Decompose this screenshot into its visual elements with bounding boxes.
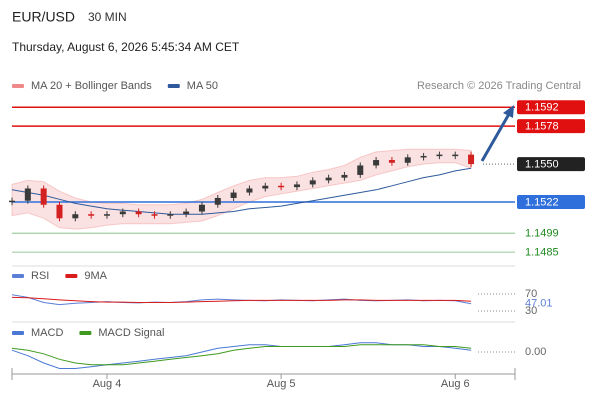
forecast-arrow [480, 113, 511, 162]
legend-label: MACD Signal [98, 327, 164, 339]
indicator-line [11, 296, 472, 303]
candle [468, 154, 475, 165]
candle [341, 174, 348, 178]
x-tick-label: Aug 4 [93, 378, 122, 390]
legend-label: MA 20 + Bollinger Bands [31, 80, 152, 92]
candle [325, 177, 332, 181]
level-label: 1.1592 [525, 102, 559, 114]
candle [452, 154, 459, 157]
symbol: EUR/USD [12, 9, 75, 25]
legend-swatch [12, 331, 24, 335]
candle [151, 214, 158, 216]
legend-label: MA 50 [187, 80, 218, 92]
candle [103, 214, 110, 216]
level-label: 1.1485 [525, 247, 559, 259]
candle [436, 154, 443, 157]
level-label: 1.1578 [525, 121, 559, 133]
candle [309, 180, 316, 185]
candle [420, 155, 427, 158]
legend-swatch [12, 274, 24, 278]
candle [293, 184, 300, 188]
x-tick-label: Aug 5 [267, 378, 296, 390]
y-tick-label: 0.00 [525, 346, 546, 358]
candle [56, 204, 63, 219]
candle [230, 192, 237, 198]
legend-swatch [167, 84, 180, 88]
level-box [517, 195, 585, 210]
candle [119, 211, 126, 215]
candle [246, 188, 253, 193]
candle [278, 185, 285, 188]
candle [373, 160, 380, 166]
level-label: 1.1550 [525, 159, 559, 171]
candle [88, 214, 95, 216]
source: Research © 2026 Trading Central [417, 80, 581, 92]
current-value-label: 47.01 [525, 298, 553, 310]
level-box [517, 157, 585, 172]
arrow-head [503, 105, 514, 118]
indicator-line [11, 344, 472, 366]
legend-label: 9MA [84, 270, 107, 282]
legend-swatch [65, 274, 78, 278]
plot: 1.1592 1.1578 1.1550 1.1522 1.1499 1.1485 Aug … [9, 80, 585, 390]
candle [167, 214, 174, 216]
candle [198, 204, 205, 212]
candle [72, 214, 79, 219]
candle [388, 160, 395, 163]
candle [262, 185, 269, 189]
candle [9, 200, 15, 203]
x-tick-label: Aug 6 [441, 378, 470, 390]
candle [214, 197, 221, 205]
candle [40, 188, 47, 205]
level-label: 1.1522 [525, 196, 559, 208]
legend-label: RSI [31, 270, 49, 282]
candle [404, 157, 411, 163]
candle [24, 188, 31, 201]
y-tick-label: 70 [525, 288, 537, 300]
level-label: 1.1499 [525, 228, 559, 240]
legend-swatch [79, 331, 92, 335]
level-box [517, 100, 585, 115]
candle [183, 211, 190, 215]
interval: 30 MIN [88, 10, 127, 24]
datetime: Thursday, August 6, 2026 5:45:34 AM CET [12, 40, 240, 54]
ma-line [11, 167, 472, 215]
y-tick-label: 30 [525, 305, 537, 317]
candle [357, 165, 364, 175]
legend-label: MACD [31, 327, 63, 339]
legend-swatch [12, 84, 24, 88]
level-box [517, 119, 585, 134]
candle [135, 211, 142, 215]
